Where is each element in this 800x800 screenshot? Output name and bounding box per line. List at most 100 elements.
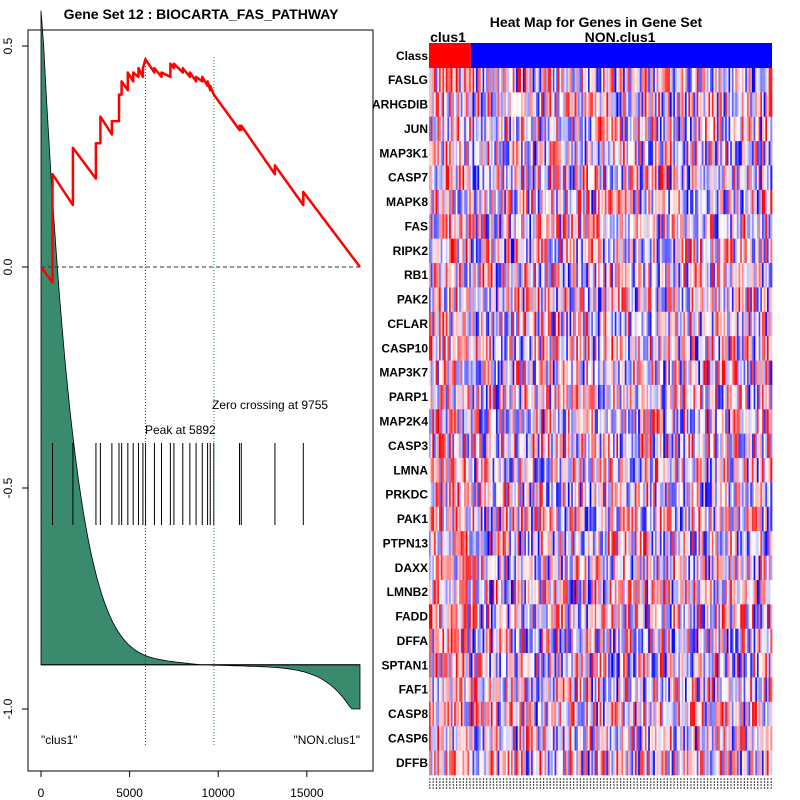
- heatmap-cell: [495, 458, 498, 483]
- heatmap-cell: [708, 384, 711, 410]
- heatmap-cell: [730, 604, 733, 630]
- heatmap-cell: [482, 214, 485, 240]
- heatmap-cell: [679, 360, 682, 386]
- heatmap-cell: [654, 604, 657, 630]
- heatmap-cell: [658, 458, 661, 483]
- heatmap-cell: [755, 336, 758, 361]
- heatmap-cell: [673, 68, 676, 93]
- heatmap-cell: [636, 579, 639, 605]
- heatmap-cell: [522, 604, 525, 630]
- heatmap-cell: [561, 482, 564, 508]
- heatmap-cell: [646, 433, 649, 459]
- heatmap-cell: [537, 628, 540, 654]
- heatmap-cell: [460, 409, 463, 435]
- heatmap-cell: [499, 628, 502, 654]
- heatmap-cell: [586, 165, 589, 191]
- heatmap-cell: [449, 189, 452, 215]
- heatmap-cell: [505, 92, 508, 118]
- heatmap-cell: [484, 555, 487, 581]
- heatmap-cell: [562, 92, 565, 118]
- heatmap-cell: [763, 263, 766, 288]
- heatmap-cell: [681, 360, 684, 386]
- heatmap-cell: [700, 506, 703, 532]
- heatmap-cell: [681, 555, 684, 581]
- heatmap-cell: [509, 555, 512, 581]
- heatmap-cell: [763, 238, 766, 264]
- heatmap-cell: [490, 433, 493, 459]
- heatmap-cell: [601, 116, 604, 142]
- heatmap-cell: [549, 604, 552, 630]
- heatmap-cell: [611, 360, 614, 386]
- heatmap-cell: [731, 506, 734, 532]
- heatmap-cell: [519, 116, 522, 142]
- heatmap-cell: [591, 409, 594, 435]
- heatmap-cell: [574, 287, 577, 313]
- heatmap-cell: [479, 384, 482, 410]
- heatmap-cell: [661, 433, 664, 459]
- heatmap-cell: [459, 214, 462, 240]
- heatmap-cell: [755, 238, 758, 264]
- heatmap-cell: [500, 238, 503, 264]
- heatmap-cell: [500, 628, 503, 654]
- heatmap-cell: [700, 141, 703, 166]
- heatmap-cell: [673, 628, 676, 654]
- heatmap-cell: [480, 409, 483, 435]
- heatmap-cell: [693, 579, 696, 605]
- heatmap-cell: [683, 263, 686, 288]
- heatmap-cell: [529, 384, 532, 410]
- heatmap-cell: [751, 482, 754, 508]
- heatmap-cell: [686, 482, 689, 508]
- heatmap-cell: [582, 92, 585, 118]
- heatmap-cell: [572, 116, 575, 142]
- heatmap-cell: [489, 238, 492, 264]
- heatmap-cell: [469, 92, 472, 118]
- heatmap-cell: [549, 336, 552, 361]
- heatmap-cell: [760, 506, 763, 532]
- heatmap-cell: [521, 92, 524, 118]
- heatmap-cell: [442, 165, 445, 191]
- heatmap-cell: [454, 141, 457, 166]
- heatmap-cell: [685, 336, 688, 361]
- heatmap-cell: [651, 165, 654, 191]
- heatmap-cell: [735, 141, 738, 166]
- heatmap-cell: [669, 555, 672, 581]
- heatmap-cell: [572, 360, 575, 386]
- heatmap-cell: [567, 311, 570, 337]
- heatmap-cell: [614, 287, 617, 313]
- heatmap-cell: [504, 68, 507, 93]
- heatmap-cell: [534, 555, 537, 581]
- heatmap-cell: [452, 555, 455, 581]
- heatmap-cell: [766, 409, 769, 435]
- heatmap-cell: [745, 263, 748, 288]
- heatmap-cell: [681, 311, 684, 337]
- heatmap-cell: [611, 116, 614, 142]
- heatmap-cell: [514, 311, 517, 337]
- heatmap-cell: [505, 68, 508, 93]
- heatmap-cell: [449, 458, 452, 483]
- heatmap-cell: [641, 336, 644, 361]
- heatmap-cell: [683, 531, 686, 556]
- heatmap-cell: [584, 604, 587, 630]
- heatmap-cell: [736, 214, 739, 240]
- heatmap-cell: [482, 165, 485, 191]
- heatmap-cell: [556, 238, 559, 264]
- heatmap-cell: [596, 287, 599, 313]
- heatmap-cell: [738, 433, 741, 459]
- heatmap-cell: [587, 311, 590, 337]
- heatmap-cell: [648, 263, 651, 288]
- heatmap-cell: [731, 287, 734, 313]
- heatmap-cell: [609, 165, 612, 191]
- heatmap-cell: [581, 628, 584, 654]
- heatmap-cell: [735, 116, 738, 142]
- heatmap-cell: [760, 214, 763, 240]
- heatmap-cell: [678, 92, 681, 118]
- heatmap-cell: [484, 433, 487, 459]
- heatmap-cell: [432, 531, 435, 556]
- heatmap-cell: [760, 68, 763, 93]
- heatmap-cell: [686, 189, 689, 215]
- heatmap-cell: [703, 555, 706, 581]
- heatmap-cell: [547, 531, 550, 556]
- heatmap-cell: [676, 409, 679, 435]
- heatmap-cell: [641, 409, 644, 435]
- heatmap-cell: [698, 458, 701, 483]
